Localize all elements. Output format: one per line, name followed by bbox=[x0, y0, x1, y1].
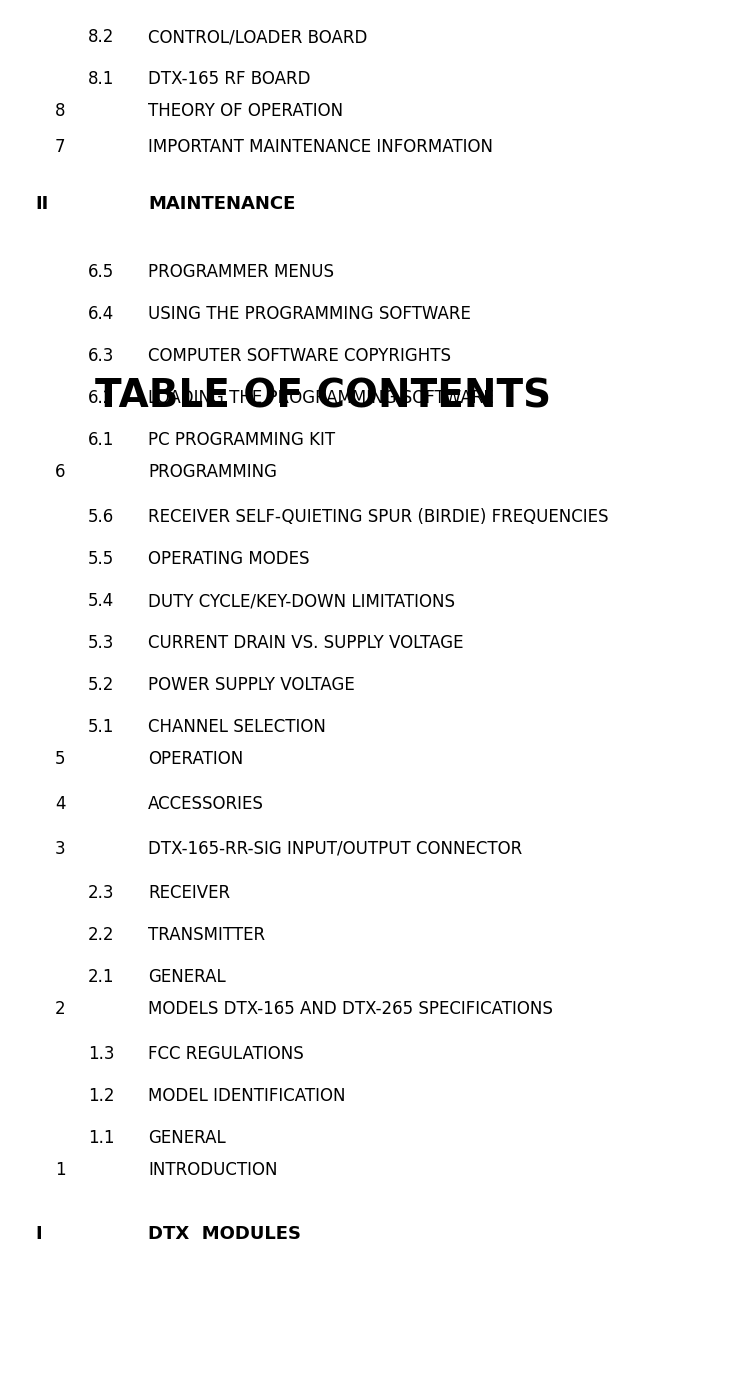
Text: USING THE PROGRAMMING SOFTWARE: USING THE PROGRAMMING SOFTWARE bbox=[148, 304, 471, 324]
Text: CHANNEL SELECTION: CHANNEL SELECTION bbox=[148, 719, 326, 737]
Text: GENERAL: GENERAL bbox=[148, 968, 226, 986]
Text: 6.5: 6.5 bbox=[88, 263, 115, 281]
Text: 8.2: 8.2 bbox=[88, 28, 115, 45]
Text: 5.4: 5.4 bbox=[88, 592, 115, 610]
Text: 6.2: 6.2 bbox=[88, 390, 115, 408]
Text: 6.3: 6.3 bbox=[88, 347, 115, 365]
Text: 1: 1 bbox=[55, 1161, 66, 1179]
Text: POWER SUPPLY VOLTAGE: POWER SUPPLY VOLTAGE bbox=[148, 676, 355, 694]
Text: 2.3: 2.3 bbox=[88, 884, 115, 902]
Text: I: I bbox=[35, 1226, 42, 1243]
Text: PROGRAMMER MENUS: PROGRAMMER MENUS bbox=[148, 263, 334, 281]
Text: 7: 7 bbox=[55, 138, 66, 156]
Text: OPERATING MODES: OPERATING MODES bbox=[148, 549, 310, 567]
Text: GENERAL: GENERAL bbox=[148, 1129, 226, 1147]
Text: 1.1: 1.1 bbox=[88, 1129, 115, 1147]
Text: LOADING THE PROGRAMMING SOFTWARE: LOADING THE PROGRAMMING SOFTWARE bbox=[148, 390, 493, 408]
Text: 5.2: 5.2 bbox=[88, 676, 115, 694]
Text: DTX  MODULES: DTX MODULES bbox=[148, 1226, 301, 1243]
Text: TRANSMITTER: TRANSMITTER bbox=[148, 927, 265, 945]
Text: 8: 8 bbox=[55, 102, 66, 120]
Text: OPERATION: OPERATION bbox=[148, 750, 243, 768]
Text: 1.2: 1.2 bbox=[88, 1086, 115, 1106]
Text: THEORY OF OPERATION: THEORY OF OPERATION bbox=[148, 102, 343, 120]
Text: 4: 4 bbox=[55, 795, 66, 812]
Text: PROGRAMMING: PROGRAMMING bbox=[148, 463, 277, 481]
Text: 6.1: 6.1 bbox=[88, 431, 115, 449]
Text: MAINTENANCE: MAINTENANCE bbox=[148, 196, 296, 213]
Text: 1.3: 1.3 bbox=[88, 1045, 115, 1063]
Text: 2: 2 bbox=[55, 1000, 66, 1019]
Text: 3: 3 bbox=[55, 840, 66, 858]
Text: CONTROL/LOADER BOARD: CONTROL/LOADER BOARD bbox=[148, 28, 367, 45]
Text: TABLE OF CONTENTS: TABLE OF CONTENTS bbox=[95, 377, 551, 414]
Text: 2.2: 2.2 bbox=[88, 927, 115, 945]
Text: 2.1: 2.1 bbox=[88, 968, 115, 986]
Text: 6: 6 bbox=[55, 463, 66, 481]
Text: 5: 5 bbox=[55, 750, 66, 768]
Text: II: II bbox=[35, 196, 48, 213]
Text: FCC REGULATIONS: FCC REGULATIONS bbox=[148, 1045, 304, 1063]
Text: 6.4: 6.4 bbox=[88, 304, 115, 324]
Text: DTX-165 RF BOARD: DTX-165 RF BOARD bbox=[148, 70, 310, 88]
Text: PC PROGRAMMING KIT: PC PROGRAMMING KIT bbox=[148, 431, 335, 449]
Text: 5.1: 5.1 bbox=[88, 719, 115, 737]
Text: 8.1: 8.1 bbox=[88, 70, 115, 88]
Text: RECEIVER SELF-QUIETING SPUR (BIRDIE) FREQUENCIES: RECEIVER SELF-QUIETING SPUR (BIRDIE) FRE… bbox=[148, 508, 609, 526]
Text: RECEIVER: RECEIVER bbox=[148, 884, 230, 902]
Text: MODELS DTX-165 AND DTX-265 SPECIFICATIONS: MODELS DTX-165 AND DTX-265 SPECIFICATION… bbox=[148, 1000, 553, 1019]
Text: IMPORTANT MAINTENANCE INFORMATION: IMPORTANT MAINTENANCE INFORMATION bbox=[148, 138, 493, 156]
Text: 5.3: 5.3 bbox=[88, 635, 115, 653]
Text: ACCESSORIES: ACCESSORIES bbox=[148, 795, 264, 812]
Text: COMPUTER SOFTWARE COPYRIGHTS: COMPUTER SOFTWARE COPYRIGHTS bbox=[148, 347, 451, 365]
Text: MODEL IDENTIFICATION: MODEL IDENTIFICATION bbox=[148, 1086, 345, 1106]
Text: 5.6: 5.6 bbox=[88, 508, 115, 526]
Text: 5.5: 5.5 bbox=[88, 549, 115, 567]
Text: DUTY CYCLE/KEY-DOWN LIMITATIONS: DUTY CYCLE/KEY-DOWN LIMITATIONS bbox=[148, 592, 455, 610]
Text: CURRENT DRAIN VS. SUPPLY VOLTAGE: CURRENT DRAIN VS. SUPPLY VOLTAGE bbox=[148, 635, 464, 653]
Text: DTX-165-RR-SIG INPUT/OUTPUT CONNECTOR: DTX-165-RR-SIG INPUT/OUTPUT CONNECTOR bbox=[148, 840, 522, 858]
Text: INTRODUCTION: INTRODUCTION bbox=[148, 1161, 277, 1179]
